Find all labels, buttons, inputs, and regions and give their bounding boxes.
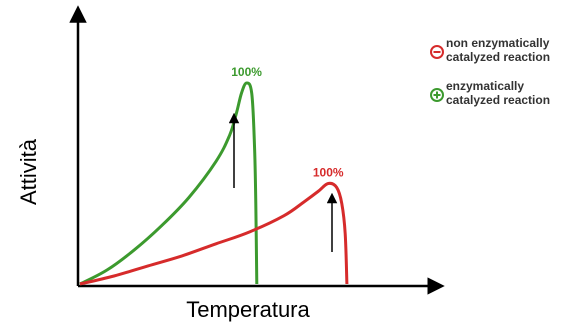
legend-label-line2: catalyzed reaction	[446, 50, 550, 64]
legend-label-line1: non enzymatically	[446, 36, 550, 50]
y-axis-label: Attività	[16, 138, 41, 205]
x-axis-label: Temperatura	[186, 297, 310, 322]
series-line-0	[79, 81, 259, 286]
peak-label-0: 100%	[231, 65, 262, 79]
series-line-1	[79, 181, 349, 286]
legend-item-enzymatic: enzymatically catalyzed reaction	[430, 79, 550, 107]
legend: non enzymatically catalyzed reaction enz…	[430, 36, 550, 107]
legend-label-line1: enzymatically	[446, 79, 524, 93]
legend-label-line2: catalyzed reaction	[446, 93, 550, 107]
series-layer: 100% 100%	[79, 65, 349, 286]
peak-label-1: 100%	[313, 166, 344, 180]
plus-icon	[430, 88, 444, 102]
minus-icon	[430, 45, 444, 59]
legend-item-non-enzymatic: non enzymatically catalyzed reaction	[430, 36, 550, 64]
